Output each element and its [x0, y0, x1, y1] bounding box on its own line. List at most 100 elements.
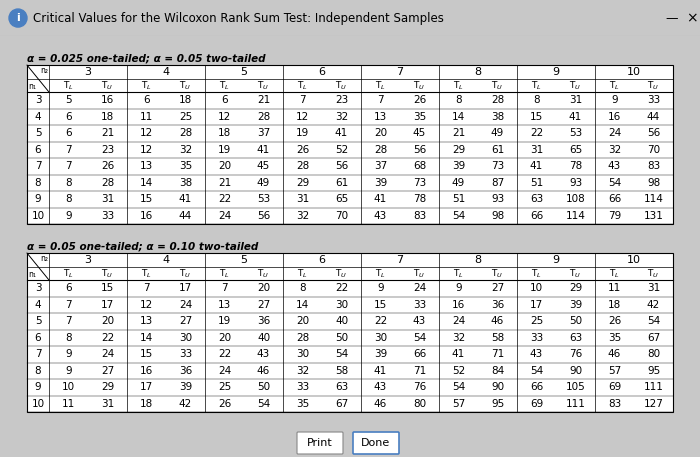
Text: 16: 16: [101, 96, 114, 105]
Text: T$_U$: T$_U$: [258, 267, 270, 280]
Text: 6: 6: [318, 255, 326, 265]
Text: 18: 18: [101, 112, 114, 122]
Text: 7: 7: [65, 145, 72, 155]
Text: T$_U$: T$_U$: [569, 267, 582, 280]
Text: 24: 24: [413, 283, 426, 293]
Text: 6: 6: [65, 283, 72, 293]
Text: 28: 28: [101, 178, 114, 188]
Text: 50: 50: [335, 333, 348, 343]
Text: 56: 56: [257, 211, 270, 221]
Text: 57: 57: [452, 399, 465, 409]
Text: 37: 37: [374, 161, 387, 171]
Text: 51: 51: [452, 194, 465, 204]
Text: 54: 54: [335, 349, 348, 359]
Text: 15: 15: [140, 194, 153, 204]
Text: 19: 19: [296, 128, 309, 138]
Text: 7: 7: [35, 161, 41, 171]
Text: 29: 29: [101, 382, 114, 392]
Text: 65: 65: [569, 145, 582, 155]
Text: 25: 25: [530, 316, 543, 326]
Text: 4: 4: [162, 67, 169, 77]
Text: 14: 14: [296, 300, 309, 310]
Text: 114: 114: [566, 211, 585, 221]
Text: 58: 58: [491, 333, 504, 343]
Text: 42: 42: [179, 399, 192, 409]
Text: 53: 53: [257, 194, 270, 204]
Text: 13: 13: [374, 112, 387, 122]
Text: 26: 26: [101, 161, 114, 171]
Text: T$_L$: T$_L$: [297, 80, 308, 92]
Text: 76: 76: [569, 349, 582, 359]
Text: 30: 30: [374, 333, 387, 343]
Text: 52: 52: [335, 145, 348, 155]
Text: 24: 24: [101, 349, 114, 359]
Text: 32: 32: [296, 366, 309, 376]
Text: 39: 39: [374, 178, 387, 188]
Text: 23: 23: [335, 96, 348, 105]
Text: 10: 10: [627, 67, 641, 77]
Text: 20: 20: [374, 128, 387, 138]
Text: T$_L$: T$_L$: [609, 80, 620, 92]
Text: 24: 24: [179, 300, 192, 310]
Text: 13: 13: [140, 316, 153, 326]
Text: 114: 114: [643, 194, 664, 204]
Text: 3: 3: [85, 67, 92, 77]
Text: 29: 29: [296, 178, 309, 188]
Text: 42: 42: [647, 300, 660, 310]
Text: 78: 78: [569, 161, 582, 171]
Text: 6: 6: [221, 96, 228, 105]
Text: n₂: n₂: [40, 254, 48, 263]
Text: 7: 7: [396, 67, 404, 77]
Text: 45: 45: [413, 128, 426, 138]
Text: 21: 21: [101, 128, 114, 138]
Text: 20: 20: [296, 316, 309, 326]
Text: T$_U$: T$_U$: [491, 267, 503, 280]
Text: 26: 26: [608, 316, 621, 326]
Text: 32: 32: [296, 211, 309, 221]
Text: T$_U$: T$_U$: [569, 80, 582, 92]
Text: 32: 32: [452, 333, 465, 343]
Text: 67: 67: [647, 333, 660, 343]
Text: 33: 33: [530, 333, 543, 343]
Text: 49: 49: [257, 178, 270, 188]
Bar: [27, 65, 673, 224]
Text: 27: 27: [101, 366, 114, 376]
Text: 24: 24: [218, 366, 231, 376]
Text: 41: 41: [374, 194, 387, 204]
Text: 11: 11: [140, 112, 153, 122]
Circle shape: [9, 9, 27, 27]
Text: 95: 95: [647, 366, 660, 376]
Text: α = 0.025 one-tailed; α = 0.05 two-tailed: α = 0.025 one-tailed; α = 0.05 two-taile…: [27, 53, 265, 63]
Text: 12: 12: [296, 112, 309, 122]
Text: 6: 6: [65, 112, 72, 122]
Text: n₁: n₁: [28, 270, 36, 279]
Text: T$_L$: T$_L$: [453, 267, 464, 280]
Text: 24: 24: [608, 128, 621, 138]
Text: 33: 33: [179, 349, 192, 359]
Text: 63: 63: [569, 333, 582, 343]
Text: 30: 30: [296, 349, 309, 359]
Text: 8: 8: [65, 333, 72, 343]
Text: 35: 35: [179, 161, 192, 171]
Text: 98: 98: [647, 178, 660, 188]
Text: 3: 3: [35, 283, 41, 293]
Text: T$_L$: T$_L$: [63, 267, 74, 280]
Text: 46: 46: [257, 366, 270, 376]
Text: 3: 3: [35, 96, 41, 105]
Text: 73: 73: [491, 161, 504, 171]
Text: 5: 5: [65, 96, 72, 105]
Text: 8: 8: [475, 255, 482, 265]
Text: 10: 10: [530, 283, 543, 293]
FancyBboxPatch shape: [353, 432, 399, 454]
Text: 73: 73: [413, 178, 426, 188]
Text: 36: 36: [179, 366, 192, 376]
Text: 14: 14: [452, 112, 465, 122]
Text: 5: 5: [241, 67, 248, 77]
Text: 61: 61: [491, 145, 504, 155]
Text: 41: 41: [179, 194, 192, 204]
Text: 54: 54: [413, 333, 426, 343]
Text: 7: 7: [221, 283, 228, 293]
Text: 44: 44: [647, 112, 660, 122]
Text: 69: 69: [608, 382, 621, 392]
Text: 127: 127: [643, 399, 664, 409]
